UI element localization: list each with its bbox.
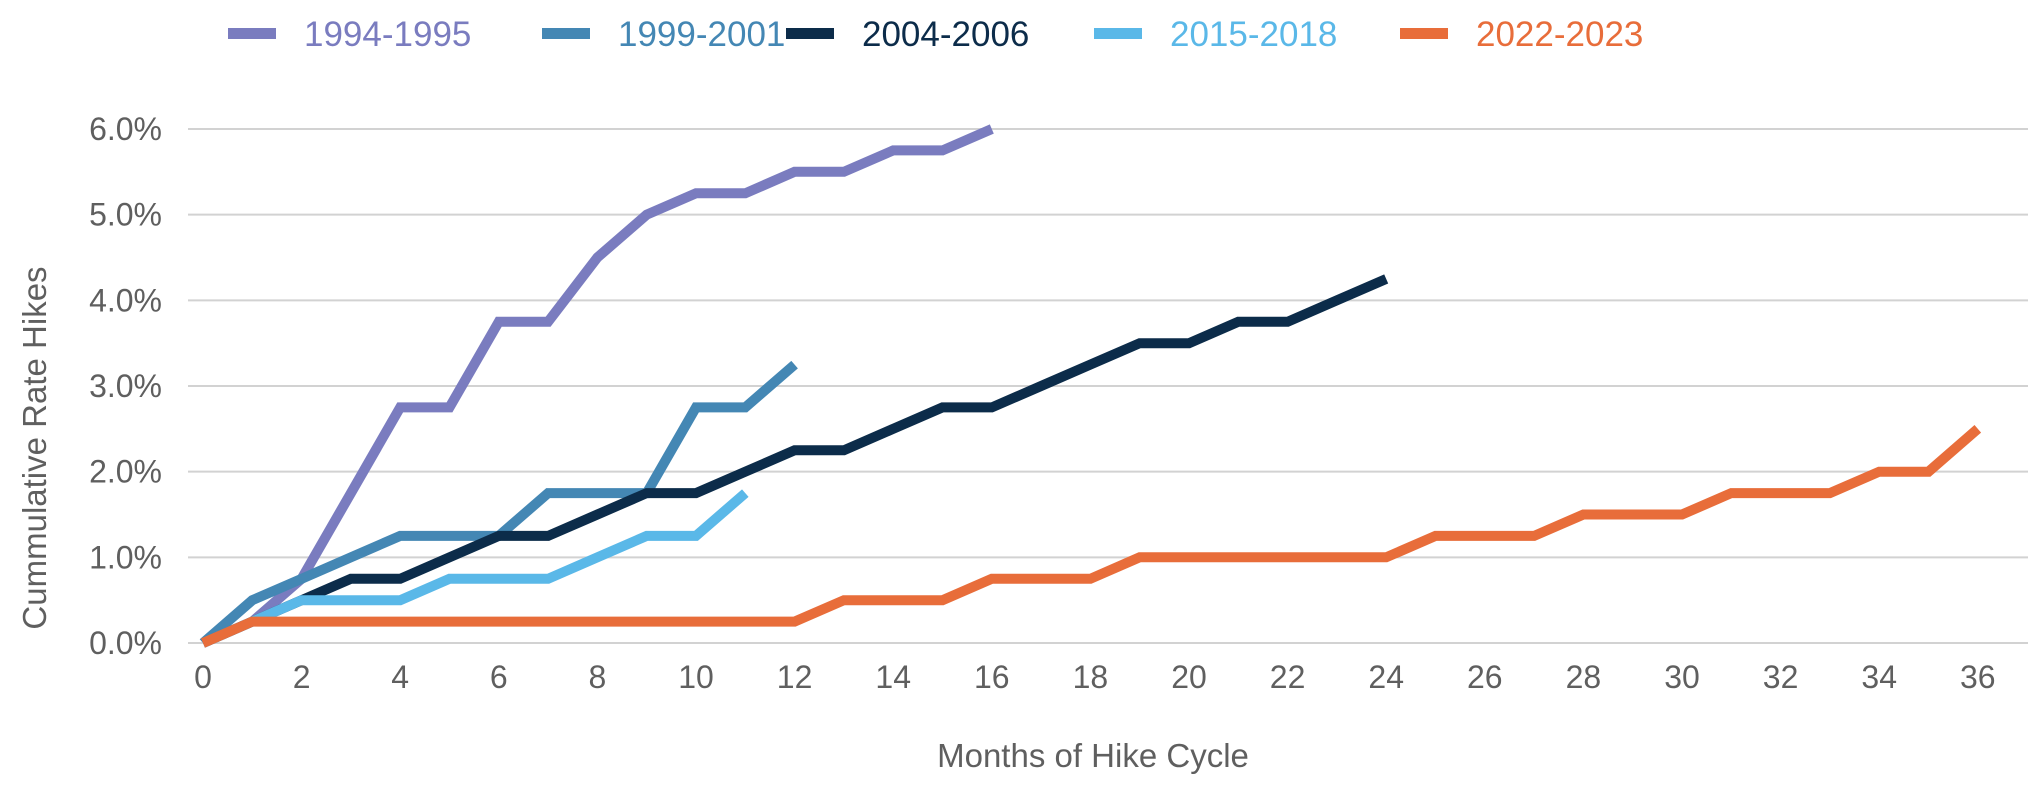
x-tick-label: 0 (194, 659, 212, 695)
legend-label-2004-2006: 2004-2006 (862, 15, 1029, 54)
legend-swatch-1994-1995 (228, 28, 276, 39)
x-tick-label: 14 (875, 659, 911, 695)
y-tick-label: 6.0% (89, 111, 162, 147)
grid (188, 128, 2028, 644)
legend-swatch-2015-2018 (1094, 28, 1142, 39)
x-tick-label: 32 (1763, 659, 1799, 695)
series-line-1994-1995 (201, 124, 994, 648)
y-tick-label: 3.0% (89, 368, 162, 404)
series-lines (199, 124, 1982, 648)
x-tick-label: 6 (490, 659, 508, 695)
x-axis-title: Months of Hike Cycle (937, 737, 1249, 774)
x-axis-ticks: 0 2 4 6 8 10 12 14 16 18 20 22 24 26 28 30 32 34 36 (194, 659, 1995, 695)
legend-label-1994-1995: 1994-1995 (304, 15, 471, 54)
y-tick-label: 4.0% (89, 282, 162, 318)
x-tick-label: 26 (1467, 659, 1503, 695)
series-line-2004-2006 (201, 274, 1389, 648)
y-axis-title: Cummulative Rate Hikes (16, 266, 53, 629)
series-line-2022-2023 (201, 425, 1982, 648)
x-tick-label: 36 (1960, 659, 1996, 695)
y-tick-label: 1.0% (89, 539, 162, 575)
x-tick-label: 22 (1270, 659, 1306, 695)
legend-label-2022-2023: 2022-2023 (1476, 15, 1643, 54)
x-tick-label: 18 (1073, 659, 1109, 695)
x-tick-label: 16 (974, 659, 1010, 695)
x-tick-label: 2 (293, 659, 311, 695)
x-tick-label: 34 (1861, 659, 1897, 695)
legend: 1994-1995 1999-2001 2004-2006 2015-2018 2022… (228, 15, 1643, 54)
legend-label-1999-2001: 1999-2001 (618, 15, 785, 54)
series-line-2015-2018 (201, 489, 749, 648)
legend-swatch-1999-2001 (542, 28, 590, 39)
legend-swatch-2022-2023 (1400, 28, 1448, 39)
x-tick-label: 10 (678, 659, 714, 695)
x-tick-label: 30 (1664, 659, 1700, 695)
x-tick-label: 12 (777, 659, 813, 695)
y-tick-label: 2.0% (89, 454, 162, 490)
y-tick-label: 0.0% (89, 625, 162, 661)
y-axis-ticks: 0.0% 1.0% 2.0% 3.0% 4.0% 5.0% 6.0% (89, 111, 162, 661)
x-tick-label: 24 (1368, 659, 1404, 695)
x-tick-label: 28 (1566, 659, 1602, 695)
legend-label-2015-2018: 2015-2018 (1170, 15, 1337, 54)
x-tick-label: 8 (589, 659, 607, 695)
legend-swatch-2004-2006 (786, 28, 834, 39)
x-tick-label: 20 (1171, 659, 1207, 695)
y-tick-label: 5.0% (89, 197, 162, 233)
x-tick-label: 4 (391, 659, 409, 695)
